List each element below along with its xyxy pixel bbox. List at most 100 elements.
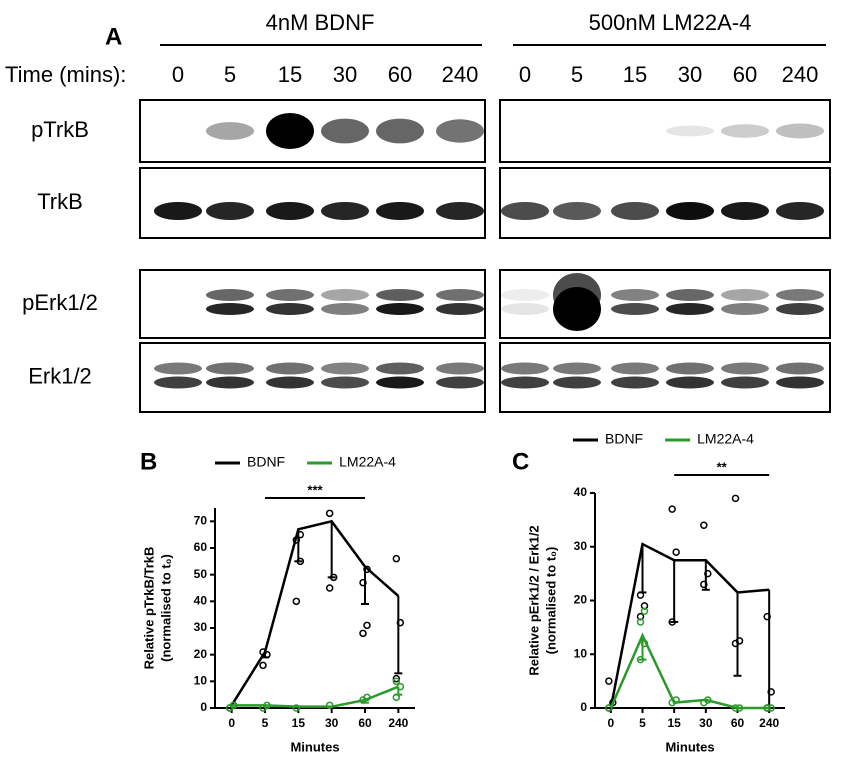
data-point xyxy=(731,494,740,503)
sig-label: ** xyxy=(717,459,728,474)
band xyxy=(553,287,601,331)
band xyxy=(376,362,424,375)
protein-label: pErk1/2 xyxy=(22,290,98,315)
data-point xyxy=(668,618,676,626)
y-tick-label: 30 xyxy=(194,620,208,634)
band xyxy=(721,362,769,375)
data-point xyxy=(292,597,301,606)
band xyxy=(206,362,254,375)
time: 15 xyxy=(623,62,647,87)
data-point xyxy=(292,704,301,712)
y-tick-label: 30 xyxy=(574,539,588,553)
band xyxy=(776,202,824,220)
data-point xyxy=(668,505,676,513)
series-line xyxy=(231,685,399,708)
data-point xyxy=(259,661,267,670)
x-label: Minutes xyxy=(665,739,714,754)
band xyxy=(501,289,549,301)
band xyxy=(501,202,549,220)
data-point xyxy=(672,696,680,704)
band xyxy=(376,202,424,220)
time-label: Time (mins): xyxy=(5,62,126,87)
y-tick-label: 20 xyxy=(194,647,208,661)
data-point xyxy=(731,704,740,712)
x-tick-label: 30 xyxy=(699,716,713,730)
band xyxy=(776,303,824,315)
data-point xyxy=(359,629,367,638)
x-tick-label: 240 xyxy=(759,716,779,730)
x-tick-label: 15 xyxy=(292,716,306,730)
y-label: (normalised to t₀) xyxy=(543,547,558,655)
data-point xyxy=(263,701,271,710)
sig-label: *** xyxy=(307,482,323,497)
data-point xyxy=(392,677,401,686)
data-point xyxy=(640,607,649,615)
y-tick-label: 40 xyxy=(194,594,208,608)
band xyxy=(553,362,601,375)
legend-label: BDNF xyxy=(247,454,285,470)
data-point xyxy=(229,701,238,710)
band xyxy=(611,202,659,220)
band xyxy=(776,376,824,389)
blot xyxy=(499,167,831,239)
x-tick-label: 15 xyxy=(667,716,681,730)
band xyxy=(436,362,484,375)
band xyxy=(666,362,714,375)
time: 15 xyxy=(278,62,302,87)
x-tick-label: 60 xyxy=(731,716,745,730)
band xyxy=(266,113,314,149)
y-tick-label: 10 xyxy=(574,646,588,660)
data-point xyxy=(636,618,645,626)
band xyxy=(321,362,369,375)
time: 60 xyxy=(388,62,412,87)
band xyxy=(666,202,714,220)
data-point xyxy=(605,704,613,712)
band xyxy=(266,303,314,315)
y-tick-label: 60 xyxy=(194,540,208,554)
data-point xyxy=(636,591,645,599)
data-point xyxy=(325,509,334,518)
time: 240 xyxy=(782,62,819,87)
band xyxy=(206,303,254,315)
data-point xyxy=(392,674,401,683)
group-label: 500nM LM22A-4 xyxy=(589,10,752,35)
band xyxy=(436,202,484,220)
band xyxy=(666,303,714,315)
band xyxy=(611,289,659,301)
band xyxy=(321,376,369,389)
data-point xyxy=(605,677,613,685)
x-tick-label: 0 xyxy=(607,716,614,730)
time: 0 xyxy=(172,62,184,87)
band xyxy=(376,289,424,301)
band xyxy=(776,123,824,139)
band xyxy=(721,124,769,138)
data-point xyxy=(700,580,708,589)
band xyxy=(611,376,659,389)
time: 30 xyxy=(333,62,357,87)
data-point xyxy=(735,704,744,712)
y-tick-label: 0 xyxy=(580,700,587,714)
x-tick-label: 0 xyxy=(228,716,235,730)
panel-label: C xyxy=(512,448,529,475)
band xyxy=(436,303,484,315)
data-point xyxy=(325,701,334,710)
band xyxy=(154,362,202,375)
band xyxy=(776,362,824,375)
band xyxy=(501,376,549,389)
band xyxy=(436,119,484,143)
blot xyxy=(139,269,486,339)
time: 5 xyxy=(571,62,583,87)
blot xyxy=(499,342,831,413)
panel-label: A xyxy=(105,23,122,50)
band xyxy=(206,289,254,301)
time: 0 xyxy=(519,62,531,87)
x-tick-label: 30 xyxy=(325,716,339,730)
band xyxy=(376,118,424,144)
data-point xyxy=(392,693,401,702)
time: 240 xyxy=(442,62,479,87)
protein-label: Erk1/2 xyxy=(28,363,92,388)
y-tick-label: 20 xyxy=(574,593,588,607)
data-point xyxy=(296,530,305,539)
band xyxy=(666,125,714,137)
protein-label: pTrkB xyxy=(31,117,89,142)
